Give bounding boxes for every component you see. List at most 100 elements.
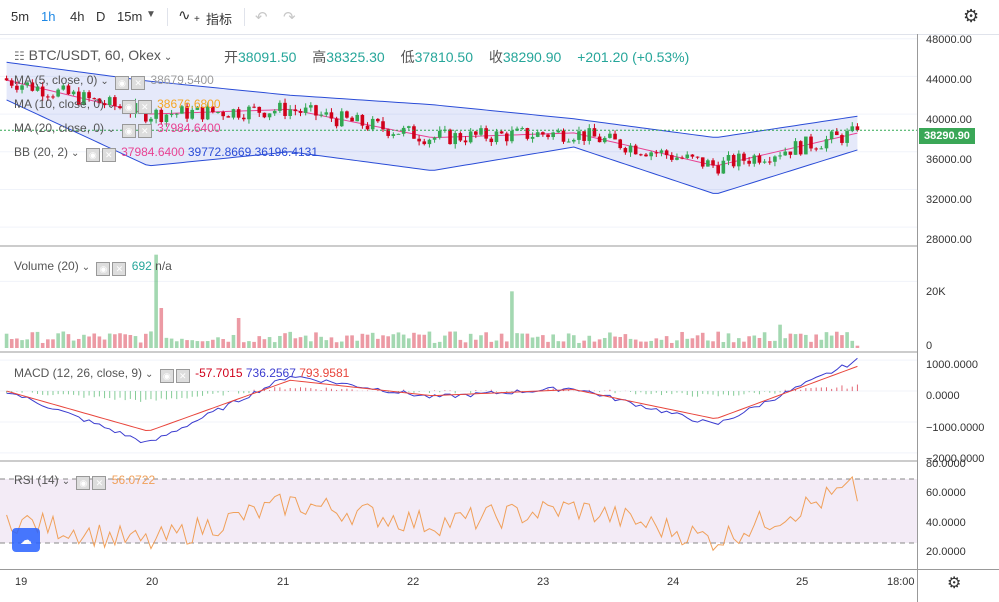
interval-5m[interactable]: 5m — [11, 9, 30, 24]
toolbar: 5m 1h 4h D 15m ▼ ∿ + 指标 ↶ ↷ ⚙ — [0, 0, 999, 34]
undo-icon[interactable]: ↶ — [255, 9, 268, 26]
eye-icon[interactable]: ◉ — [76, 476, 91, 490]
candle — [396, 133, 401, 135]
time-axis-settings-icon[interactable]: ⚙ — [947, 575, 962, 592]
chevron-down-icon[interactable]: ⌄ — [71, 148, 80, 159]
legend-ma20[interactable]: MA (20, close, 0) ⌄ ◉ ✕ 37984.6400 — [14, 121, 221, 138]
candle — [159, 109, 164, 123]
eye-icon[interactable]: ◉ — [121, 100, 136, 114]
volume-bar — [154, 254, 158, 348]
chevron-down-icon[interactable]: ⌄ — [81, 262, 91, 273]
candle — [257, 106, 262, 113]
interval-1h[interactable]: 1h — [41, 9, 56, 24]
interval-15m[interactable]: 15m — [117, 9, 143, 24]
macd-line — [6, 357, 858, 444]
chevron-down-icon[interactable]: ⌄ — [107, 100, 116, 111]
close-icon[interactable]: ✕ — [137, 124, 152, 138]
rsi-value: 56.0722 — [111, 473, 156, 487]
volume-bar — [680, 331, 684, 348]
volume-bar — [71, 340, 76, 348]
redo-icon[interactable]: ↷ — [283, 9, 296, 26]
candle — [40, 86, 45, 97]
candle — [314, 105, 318, 116]
legend-ma10[interactable]: MA (10, close, 0) ⌄ ◉ ✕ 38676.6800 — [14, 97, 221, 114]
change-value: +201.20 (+0.53%) — [577, 49, 690, 65]
volume-bar — [840, 335, 844, 348]
candle — [468, 131, 473, 143]
macd-tick-label: −1000.0000 — [926, 422, 985, 434]
volume-bar — [118, 333, 122, 348]
legend-ma5[interactable]: MA (5, close, 0) ⌄ ◉ ✕ 38679.5400 — [14, 73, 214, 90]
volume-bar — [159, 308, 164, 348]
interval-4h[interactable]: 4h — [70, 9, 85, 24]
volume-name: Volume (20) — [14, 259, 79, 273]
candle — [200, 106, 205, 120]
symbol-legend[interactable]: ☷ BTC/USDT, 60, Okex ⌄ — [14, 47, 175, 63]
close-icon[interactable]: ✕ — [112, 262, 127, 276]
volume-bar — [138, 342, 143, 348]
candle — [283, 102, 287, 116]
candle — [319, 114, 323, 116]
close-icon[interactable]: ✕ — [92, 476, 107, 490]
chevron-down-icon[interactable]: ⌄ — [100, 76, 109, 87]
volume-bar — [747, 336, 751, 348]
ohlc-values: 开38091.50 高38325.30 低37810.50 收38290.90 … — [224, 47, 701, 67]
eye-icon[interactable]: ◉ — [96, 262, 111, 276]
candle — [355, 114, 360, 122]
volume-bar — [613, 336, 617, 348]
chevron-down-icon[interactable]: ⌄ — [163, 52, 173, 63]
chevron-down-icon[interactable]: ⌄ — [107, 124, 116, 135]
candle — [66, 85, 71, 95]
eye-icon[interactable]: ◉ — [159, 369, 174, 383]
candle — [695, 156, 700, 158]
time-tick-label: 19 — [15, 576, 28, 588]
chevron-down-icon[interactable]: ⌄ — [145, 369, 154, 380]
candle — [211, 106, 215, 113]
candle — [654, 152, 659, 154]
volume-bar — [329, 337, 334, 348]
volume-bar — [752, 335, 757, 348]
eye-icon[interactable]: ◉ — [85, 148, 100, 162]
candle — [602, 137, 607, 143]
indicators-button[interactable]: 指标 — [206, 12, 233, 27]
chevron-down-icon[interactable]: ⌄ — [61, 476, 71, 487]
candle — [829, 131, 834, 140]
interval-d[interactable]: D — [96, 9, 106, 24]
volume-bar — [432, 342, 437, 348]
volume-bar — [40, 342, 45, 348]
legend-macd[interactable]: MACD (12, 26, close, 9) ⌄ ◉ ✕ -57.7015 736… — [14, 366, 349, 383]
time-tick-label: 18:00 — [887, 576, 915, 588]
close-icon[interactable]: ✕ — [131, 76, 146, 90]
eye-icon[interactable]: ◉ — [121, 124, 136, 138]
candle — [453, 133, 458, 145]
candle — [726, 155, 731, 161]
volume-bar — [546, 341, 550, 348]
volume-bar — [61, 331, 66, 348]
volume-bar — [412, 332, 416, 348]
eye-icon[interactable]: ◉ — [115, 76, 130, 90]
candle — [608, 133, 612, 138]
candle — [376, 118, 380, 122]
interval-dropdown-icon[interactable]: ▼ — [146, 9, 156, 20]
volume-bar — [468, 333, 473, 348]
close-icon[interactable]: ✕ — [175, 369, 190, 383]
candle — [737, 153, 741, 167]
volume-bar — [783, 338, 788, 348]
legend-bb[interactable]: BB (20, 2) ⌄ ◉ ✕ 37984.6400 39772.8669 361… — [14, 145, 318, 162]
indicators-icon[interactable]: ∿ — [178, 7, 191, 24]
candle — [556, 130, 561, 133]
legend-rsi[interactable]: RSI (14) ⌄ ◉ ✕ 56.0722 — [14, 473, 155, 490]
settings-gear-icon[interactable]: ⚙ — [963, 6, 980, 26]
volume-bar — [602, 337, 607, 348]
candle — [664, 150, 669, 156]
close-icon[interactable]: ✕ — [101, 148, 116, 162]
volume-bar — [572, 335, 576, 348]
volume-bar — [257, 336, 262, 348]
legend-volume[interactable]: Volume (20) ⌄ ◉ ✕ 692 n/a — [14, 259, 172, 276]
candle — [798, 141, 803, 155]
volume-bar — [205, 341, 210, 348]
candle — [324, 112, 329, 115]
close-icon[interactable]: ✕ — [137, 100, 152, 114]
candle — [597, 136, 602, 143]
